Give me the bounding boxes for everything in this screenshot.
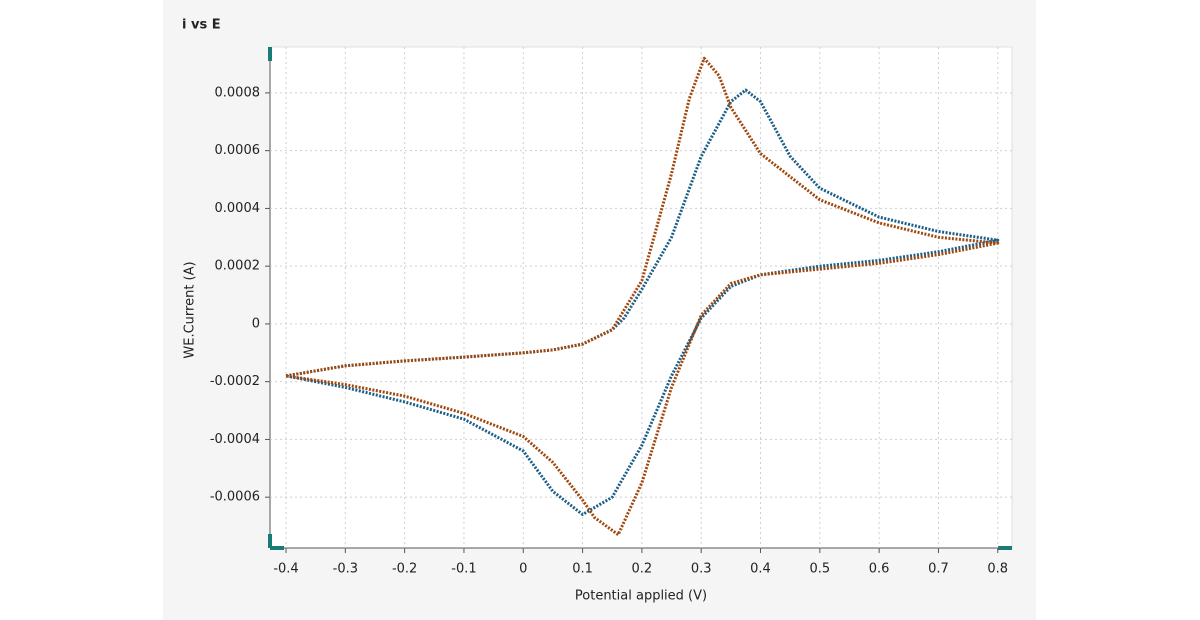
x-tick-label: -0.3 [333, 562, 358, 577]
y-tick-label: 0 [252, 316, 260, 331]
y-tick-label: 0.0004 [215, 201, 261, 216]
x-tick-label: 0.1 [572, 562, 593, 577]
x-tick-label: 0.4 [750, 562, 771, 577]
x-tick-label: 0.2 [632, 562, 653, 577]
x-tick-label: 0 [519, 562, 527, 577]
y-tick-label: 0.0002 [215, 259, 261, 274]
x-tick-label: -0.2 [392, 562, 417, 577]
y-tick-label: -0.0006 [210, 490, 260, 505]
chart-title: i vs E [182, 18, 221, 33]
data-line [285, 88, 1000, 516]
y-tick-label: 0.0006 [215, 143, 261, 158]
y-axis-label: WE.Current (A) [183, 261, 198, 358]
x-tick-label: -0.1 [451, 562, 476, 577]
plot-area [269, 46, 1013, 549]
x-tick-label: 0.5 [809, 562, 830, 577]
y-tick-label: -0.0004 [210, 432, 260, 447]
x-tick-label: 0.8 [987, 562, 1008, 577]
y-tick-label: 0.0008 [215, 85, 261, 100]
y-tick-label: -0.0002 [210, 374, 260, 389]
x-axis-label: Potential applied (V) [575, 589, 707, 604]
x-tick-label: 0.6 [869, 562, 890, 577]
x-tick-label: 0.7 [928, 562, 949, 577]
x-tick-label: -0.4 [273, 562, 298, 577]
x-tick-label: 0.3 [691, 562, 712, 577]
